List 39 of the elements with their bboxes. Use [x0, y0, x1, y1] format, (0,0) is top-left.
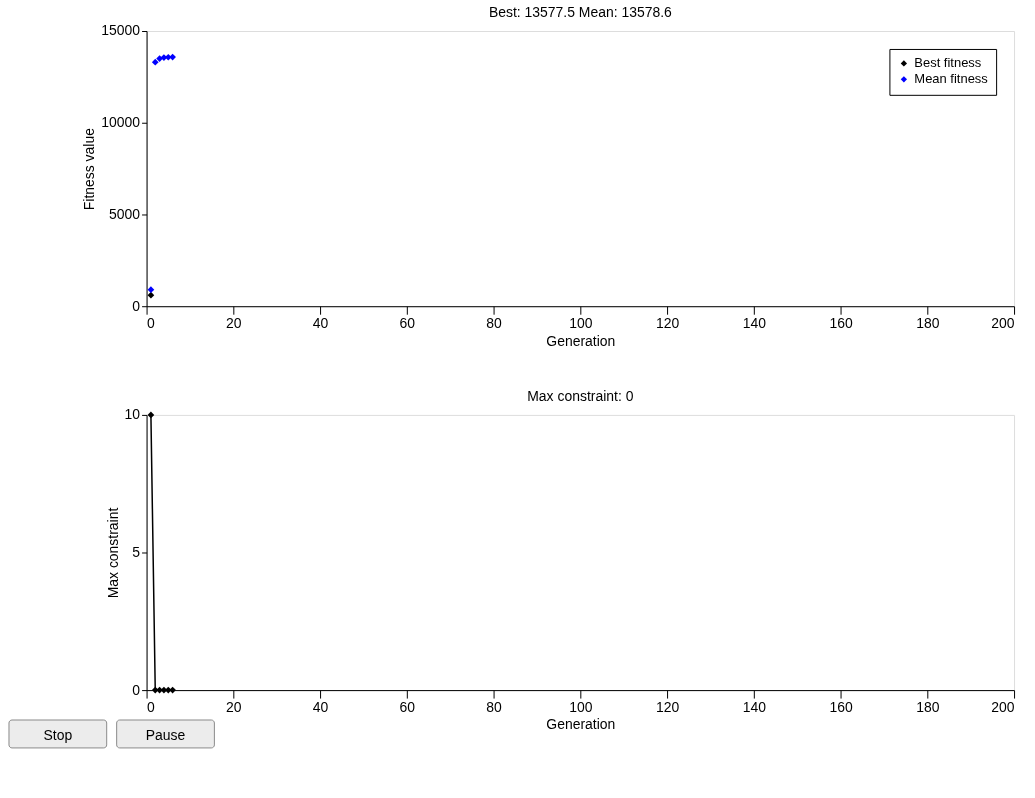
y-axis-title: Fitness value: [81, 127, 98, 211]
x-tick-label: 140: [742, 698, 767, 715]
x-tick-label: 120: [655, 314, 680, 331]
x-tick-label: 20: [226, 314, 242, 331]
x-tick-label: 0: [147, 314, 156, 331]
x-axis-title: Generation: [546, 716, 616, 733]
legend-label: Best fitness: [914, 55, 982, 71]
x-tick-label: 160: [829, 314, 853, 331]
x-tick-label: 40: [312, 698, 329, 715]
x-tick-label: 180: [916, 698, 940, 715]
x-tick-label: 180: [916, 314, 940, 331]
x-tick-label: 20: [226, 698, 242, 715]
x-tick-label: 60: [399, 314, 416, 331]
x-axis-title: Generation: [546, 332, 616, 349]
y-tick-label: 0: [132, 681, 141, 698]
legend-label: Mean fitness: [914, 71, 989, 87]
chart-title: Max constraint: 0: [527, 387, 634, 404]
x-tick-label: 100: [569, 314, 593, 331]
x-tick-label: 160: [829, 698, 853, 715]
y-tick-label: 10000: [101, 114, 141, 131]
chart-title: Best: 13577.5 Mean: 13578.6: [488, 4, 672, 21]
x-tick-label: 100: [569, 698, 593, 715]
x-tick-label: 40: [312, 314, 329, 331]
x-tick-label: 60: [399, 698, 416, 715]
y-tick-label: 5: [132, 543, 141, 560]
y-axis-title: Max constraint: [104, 507, 121, 599]
y-tick-label: 15000: [101, 22, 141, 39]
x-tick-label: 80: [486, 698, 503, 715]
y-tick-label: 0: [132, 297, 141, 314]
y-tick-label: 10: [124, 406, 141, 423]
x-tick-label: 0: [147, 698, 156, 715]
text: Pause: [145, 726, 186, 743]
text: Stop: [43, 726, 73, 743]
x-tick-label: 140: [742, 314, 767, 331]
x-tick-label: 200: [991, 698, 1015, 715]
x-tick-label: 120: [655, 698, 680, 715]
x-tick-label: 200: [991, 314, 1015, 331]
y-tick-label: 5000: [109, 205, 141, 222]
x-tick-label: 80: [486, 314, 503, 331]
